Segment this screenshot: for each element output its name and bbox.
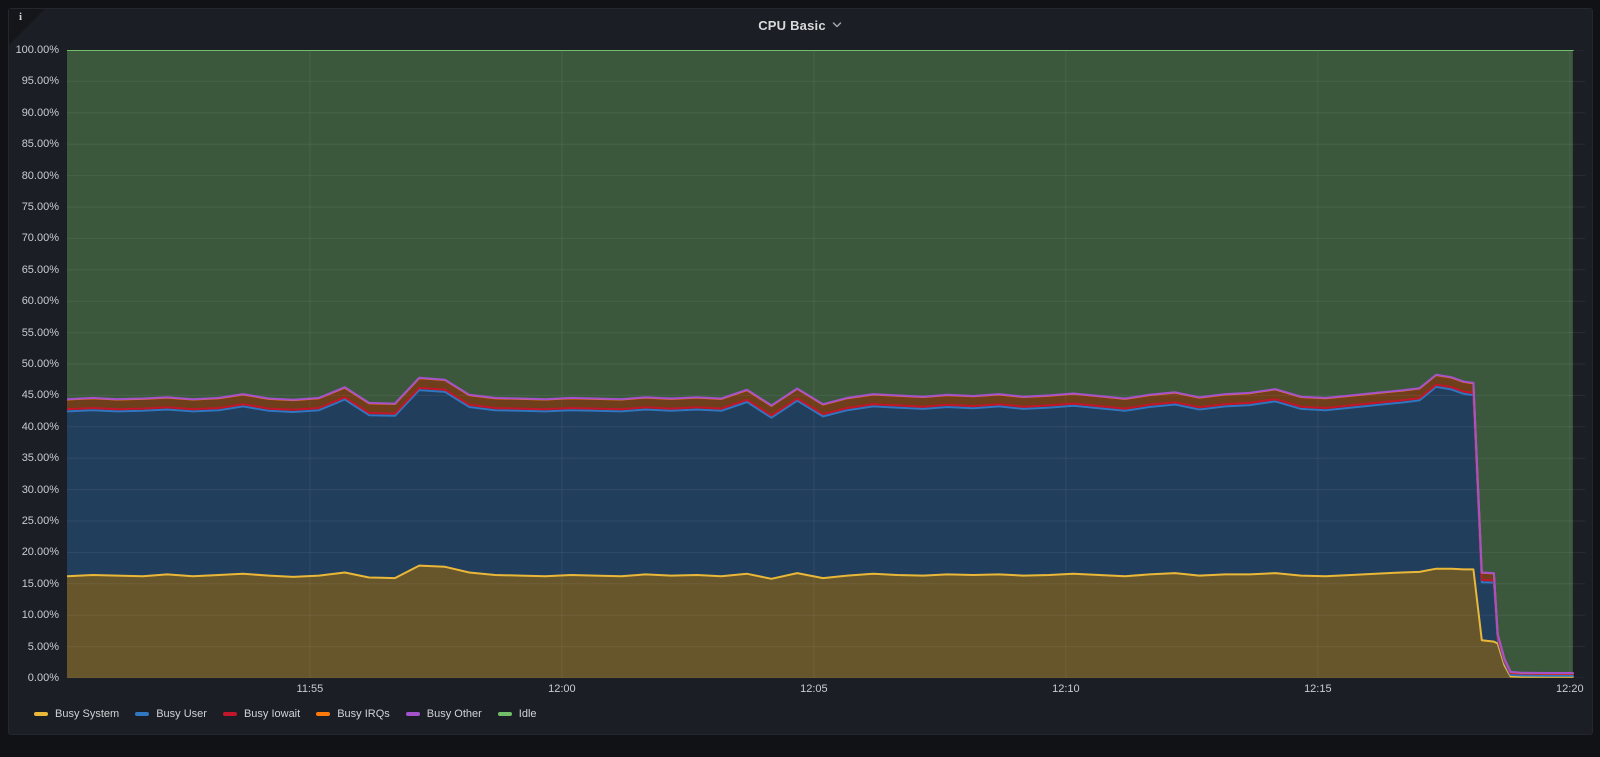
legend-label: Busy Iowait — [243, 708, 301, 720]
y-axis-label: 70.00% — [21, 232, 59, 245]
y-axis-label: 90.00% — [21, 106, 59, 119]
y-axis-label: 0.00% — [27, 672, 59, 684]
legend-swatch — [405, 712, 420, 716]
y-axis-label: 40.00% — [21, 420, 59, 433]
x-axis-label: 12:00 — [548, 683, 576, 695]
panel-header: CPU Basic — [9, 9, 1592, 41]
y-axis-label: 85.00% — [21, 138, 59, 151]
line-busy-user — [66, 385, 1574, 677]
y-axis-label: 30.00% — [21, 483, 59, 496]
legend-swatch — [316, 712, 331, 716]
cpu-basic-panel: i CPU Basic 0.00% 5.00% 10.00% 15.00% 20.00%… — [8, 8, 1593, 735]
legend: Busy System Busy User Busy Iowait Busy IRQs… — [34, 708, 537, 720]
area-busy-system — [67, 565, 1573, 678]
x-axis-label: 12:05 — [800, 683, 828, 695]
y-axis-label: 20.00% — [21, 546, 59, 559]
y-axis-label: 100.00% — [15, 44, 59, 56]
y-axis-label: 50.00% — [21, 358, 59, 370]
y-axis-label: 95.00% — [21, 75, 59, 88]
info-icon[interactable]: i — [19, 11, 23, 23]
legend-swatch — [34, 712, 48, 716]
legend-swatch — [135, 712, 150, 716]
x-axis-label: 12:20 — [1556, 683, 1584, 695]
y-axis-label: 10.00% — [21, 609, 59, 622]
plot-area[interactable] — [66, 49, 1585, 679]
legend-label: Busy User — [156, 708, 207, 720]
legend-label: Busy System — [55, 708, 120, 720]
x-axis-label: 11:55 — [296, 683, 324, 695]
y-axis-label: 55.00% — [21, 326, 59, 339]
x-axis-label: 12:10 — [1052, 683, 1080, 695]
legend-item-busy-system[interactable]: Busy System — [34, 708, 119, 720]
legend-item-busy-user[interactable]: Busy User — [135, 708, 207, 720]
legend-item-busy-irqs[interactable]: Busy IRQs — [316, 708, 390, 720]
y-axis-label: 15.00% — [21, 577, 59, 590]
line-busy-other — [66, 373, 1574, 674]
line-busy-system — [66, 564, 1574, 678]
y-axis-label: 25.00% — [21, 515, 59, 527]
panel-info-corner[interactable] — [9, 9, 45, 45]
legend-swatch — [497, 712, 512, 716]
legend-item-busy-other[interactable]: Busy Other — [405, 708, 482, 720]
legend-label: Busy Other — [426, 708, 482, 720]
line-busy-iowait — [66, 383, 1574, 675]
area-idle — [67, 50, 1573, 673]
chevron-down-icon[interactable] — [831, 19, 843, 31]
y-axis-label: 35.00% — [21, 452, 59, 465]
panel-title[interactable]: CPU Basic — [758, 17, 826, 33]
y-axis-label: 45.00% — [21, 389, 59, 402]
legend-item-idle[interactable]: Idle — [497, 708, 537, 720]
y-axis-label: 5.00% — [27, 640, 59, 653]
area-busy-irqs — [67, 375, 1573, 674]
legend-swatch — [222, 712, 237, 716]
legend-item-busy-iowait[interactable]: Busy Iowait — [222, 708, 301, 720]
y-axis-label: 65.00% — [21, 263, 59, 276]
y-axis-label: 75.00% — [21, 201, 59, 213]
panel-title-menu[interactable]: CPU Basic — [758, 18, 843, 33]
legend-label: Idle — [518, 708, 537, 720]
stacked-area-chart — [66, 49, 1585, 679]
y-axis-label: 80.00% — [21, 169, 59, 182]
y-axis-label: 60.00% — [21, 295, 59, 308]
legend-label: Busy IRQs — [337, 708, 390, 720]
area-busy-user — [67, 386, 1573, 677]
x-axis-label: 12:15 — [1304, 683, 1332, 695]
